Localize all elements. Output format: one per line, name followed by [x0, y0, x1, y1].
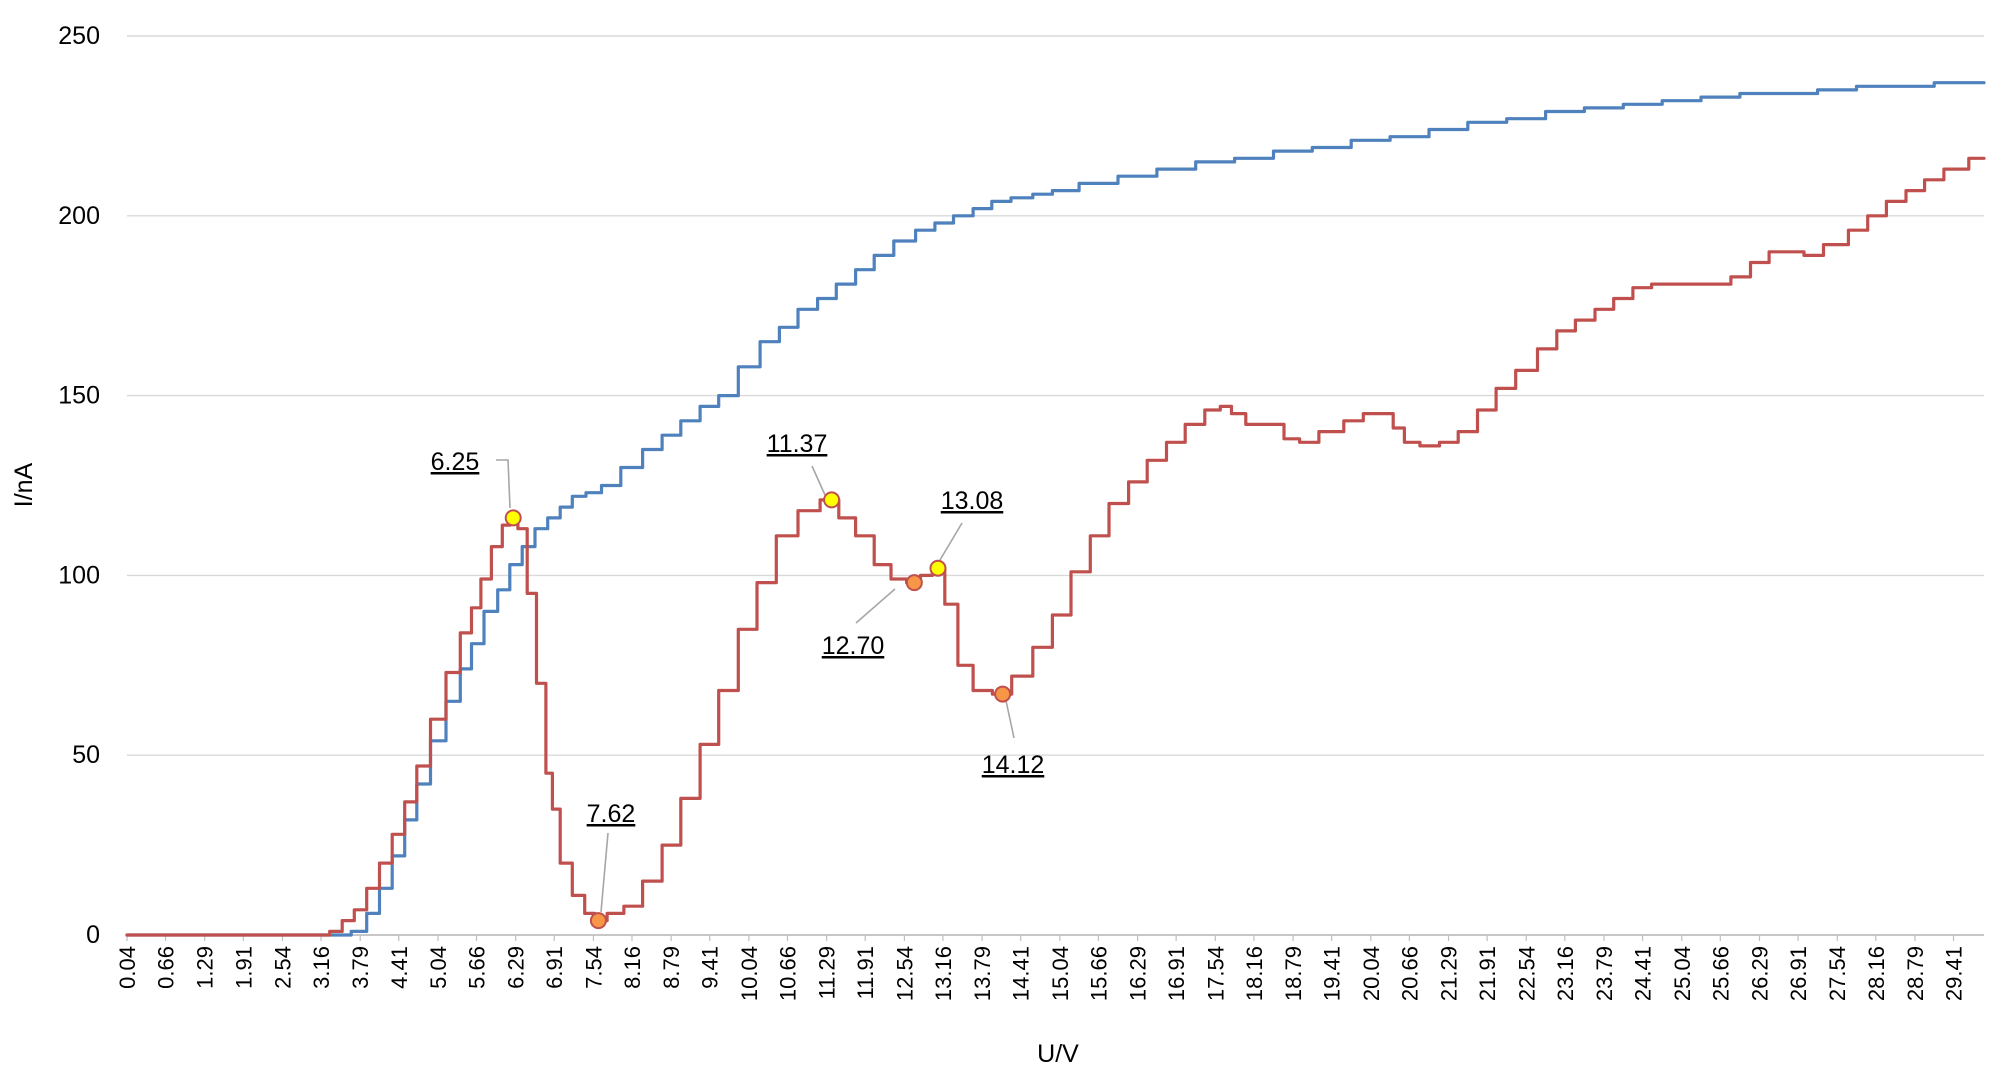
y-tick-label: 250 [58, 22, 100, 50]
x-tick-label: 6.91 [542, 946, 567, 989]
y-tick-label: 50 [72, 741, 100, 769]
x-tick-label: 5.66 [465, 946, 490, 989]
x-tick-label: 1.29 [193, 946, 218, 989]
x-tick-label: 20.04 [1359, 946, 1384, 1001]
annotations: 6.25 7.62 11.37 12.70 13.08 14.12 [431, 430, 1045, 930]
x-tick-label: 15.04 [1048, 946, 1073, 1001]
y-axis-tick-labels: 0 50 100 150 200 250 [58, 22, 100, 949]
x-tick-label: 17.54 [1203, 946, 1228, 1001]
annotation-marker [994, 685, 1012, 703]
series-line-red [125, 156, 1986, 937]
annotation-marker [929, 559, 947, 577]
x-tick-label: 22.54 [1514, 946, 1539, 1001]
annotation-leader-line [811, 465, 826, 496]
x-axis-tick-labels: 0.04 0.66 1.29 1.91 2.54 3.16 3.79 4.41 5.04 5.66… [115, 935, 1967, 1001]
y-axis-title: I/nA [10, 462, 38, 507]
x-tick-label: 8.79 [659, 946, 684, 989]
annotation-label: 11.37 [767, 430, 828, 458]
x-tick-label: 5.04 [426, 946, 451, 989]
y-tick-label: 200 [58, 202, 100, 230]
x-tick-label: 1.91 [231, 946, 256, 989]
x-tick-label: 18.16 [1242, 946, 1267, 1001]
x-tick-label: 23.79 [1592, 946, 1617, 1001]
x-tick-label: 23.16 [1553, 946, 1578, 1001]
x-tick-label: 12.54 [892, 946, 917, 1001]
x-tick-label: 24.41 [1631, 946, 1656, 1001]
x-axis-title: U/V [1037, 1040, 1079, 1068]
x-tick-label: 21.91 [1475, 946, 1500, 1001]
x-tick-label: 13.16 [931, 946, 956, 1001]
annotation-label: 7.62 [587, 800, 636, 828]
x-tick-label: 18.79 [1281, 946, 1306, 1001]
x-tick-label: 8.16 [620, 946, 645, 989]
annotation-leader-line [855, 588, 896, 624]
x-tick-label: 21.29 [1437, 946, 1462, 1001]
annotation-marker [823, 491, 841, 509]
x-tick-label: 28.79 [1903, 946, 1928, 1001]
annotation-label: 6.25 [431, 448, 480, 476]
x-tick-label: 26.29 [1747, 946, 1772, 1001]
annotation-marker [905, 574, 923, 592]
x-tick-label: 10.66 [775, 946, 800, 1001]
x-tick-label: 13.79 [970, 946, 995, 1001]
x-tick-label: 28.16 [1864, 946, 1889, 1001]
x-tick-label: 14.41 [1009, 946, 1034, 1001]
x-tick-label: 20.66 [1397, 946, 1422, 1001]
x-tick-label: 9.41 [698, 946, 723, 989]
y-tick-label: 150 [58, 382, 100, 410]
annotation-leader-line [1004, 695, 1015, 739]
y-tick-label: 0 [86, 921, 100, 949]
x-tick-label: 6.29 [504, 946, 529, 989]
x-tick-label: 29.41 [1942, 946, 1967, 1001]
x-tick-label: 16.29 [1126, 946, 1151, 1001]
annotation-leader-line [496, 459, 511, 509]
x-tick-label: 10.04 [737, 946, 762, 1001]
x-tick-label: 11.91 [853, 946, 878, 999]
x-tick-label: 27.54 [1825, 946, 1850, 1001]
annotation-marker [504, 509, 522, 527]
x-tick-label: 0.04 [115, 946, 140, 989]
x-tick-label: 3.16 [309, 946, 334, 989]
x-tick-label: 25.66 [1708, 946, 1733, 1001]
annotation-label: 12.70 [822, 632, 885, 660]
x-tick-label: 11.29 [815, 946, 840, 999]
annotation-label: 14.12 [982, 751, 1045, 779]
x-tick-label: 7.54 [581, 946, 606, 989]
annotation-label: 13.08 [941, 487, 1004, 515]
y-tick-label: 100 [58, 561, 100, 589]
series-line-blue [125, 81, 1986, 937]
x-tick-label: 2.54 [270, 946, 295, 989]
x-tick-label: 25.04 [1670, 946, 1695, 1001]
x-tick-label: 16.91 [1164, 946, 1189, 1001]
x-tick-label: 15.66 [1086, 946, 1111, 1001]
annotation-marker [589, 912, 607, 930]
x-tick-label: 4.41 [387, 946, 412, 989]
x-tick-label: 0.66 [154, 946, 179, 989]
gridlines [127, 35, 1984, 936]
series-lines [125, 81, 1986, 937]
annotation-leader-line [939, 522, 963, 561]
x-tick-label: 26.91 [1786, 946, 1811, 1001]
x-tick-label: 3.79 [348, 946, 373, 989]
x-tick-label: 19.41 [1320, 946, 1345, 1001]
annotation-leader-line [600, 832, 609, 913]
